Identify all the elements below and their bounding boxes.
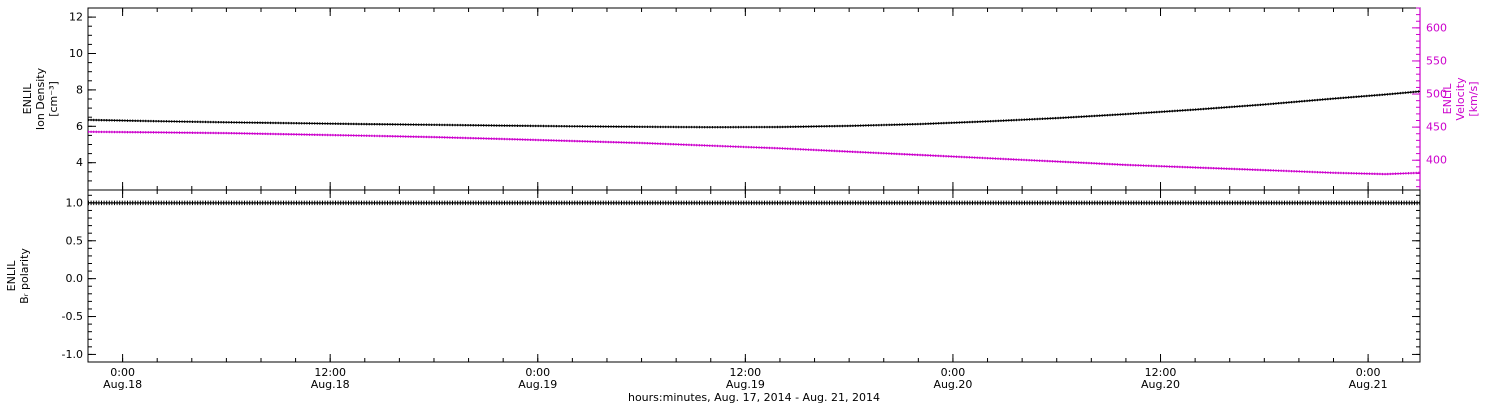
y-tick-label: 10 <box>69 47 83 60</box>
panel-br-polarity: -1.0-0.50.00.51.00:00Aug.1812:00Aug.180:… <box>62 189 1421 391</box>
x-tick-time-label: 12:00 <box>1145 366 1177 379</box>
y-axis-label: Ion Density <box>34 67 47 130</box>
y-tick-label: 8 <box>76 83 83 96</box>
x-tick-time-label: 0:00 <box>941 366 966 379</box>
y-tick-label: 500 <box>1426 88 1447 101</box>
x-tick-date-label: Aug.19 <box>518 378 557 391</box>
y-tick-label: 450 <box>1426 121 1447 134</box>
panel-frame <box>87 7 1421 191</box>
series-ion-density-line <box>87 90 1421 128</box>
y-axis-label: [km/s] <box>1467 81 1480 116</box>
x-tick-date-label: Aug.21 <box>1349 378 1388 391</box>
y-tick-label: -0.5 <box>62 310 83 323</box>
y-tick-label: 0.5 <box>66 234 84 247</box>
y-axis-label: ENLIL <box>5 260 18 292</box>
y-tick-label: 4 <box>76 156 83 169</box>
series-velocity-line <box>87 131 1421 175</box>
x-tick-time-label: 0:00 <box>1356 366 1381 379</box>
panel-frame <box>87 189 1421 363</box>
x-tick-date-label: Aug.20 <box>933 378 972 391</box>
y-axis-label: Velocity <box>1454 77 1467 121</box>
y-tick-label: 6 <box>76 120 83 133</box>
series-ion-density-markers <box>87 90 1421 129</box>
x-tick-time-label: 12:00 <box>729 366 761 379</box>
x-tick-date-label: Aug.18 <box>103 378 142 391</box>
y-tick-label: -1.0 <box>62 348 83 361</box>
x-tick-date-label: Aug.19 <box>726 378 765 391</box>
panel-density-velocity: 4 6 8 10 12 400 450 500 550 600 <box>69 7 1447 191</box>
y-tick-label: 12 <box>69 11 83 24</box>
y-tick-label: 600 <box>1426 21 1447 34</box>
y-axis-label: ENLIL <box>21 83 34 115</box>
x-tick-time-label: 0:00 <box>525 366 550 379</box>
y-tick-label: 550 <box>1426 54 1447 67</box>
y-tick-label: 1.0 <box>66 196 84 209</box>
series-velocity-markers <box>87 130 1421 176</box>
y-axis-label: ENLIL <box>1441 83 1454 115</box>
x-tick-time-label: 0:00 <box>110 366 135 379</box>
y-tick-label: 0.0 <box>66 272 84 285</box>
x-tick-date-label: Aug.18 <box>311 378 350 391</box>
y-axis-label: Bᵣ polarity <box>18 248 31 304</box>
x-axis-title: hours:minutes, Aug. 17, 2014 - Aug. 21, … <box>627 391 881 404</box>
y-tick-label: 400 <box>1426 154 1447 167</box>
y-axis-label: [cm⁻³] <box>47 81 60 117</box>
x-tick-time-label: 12:00 <box>314 366 346 379</box>
x-tick-date-label: Aug.20 <box>1141 378 1180 391</box>
